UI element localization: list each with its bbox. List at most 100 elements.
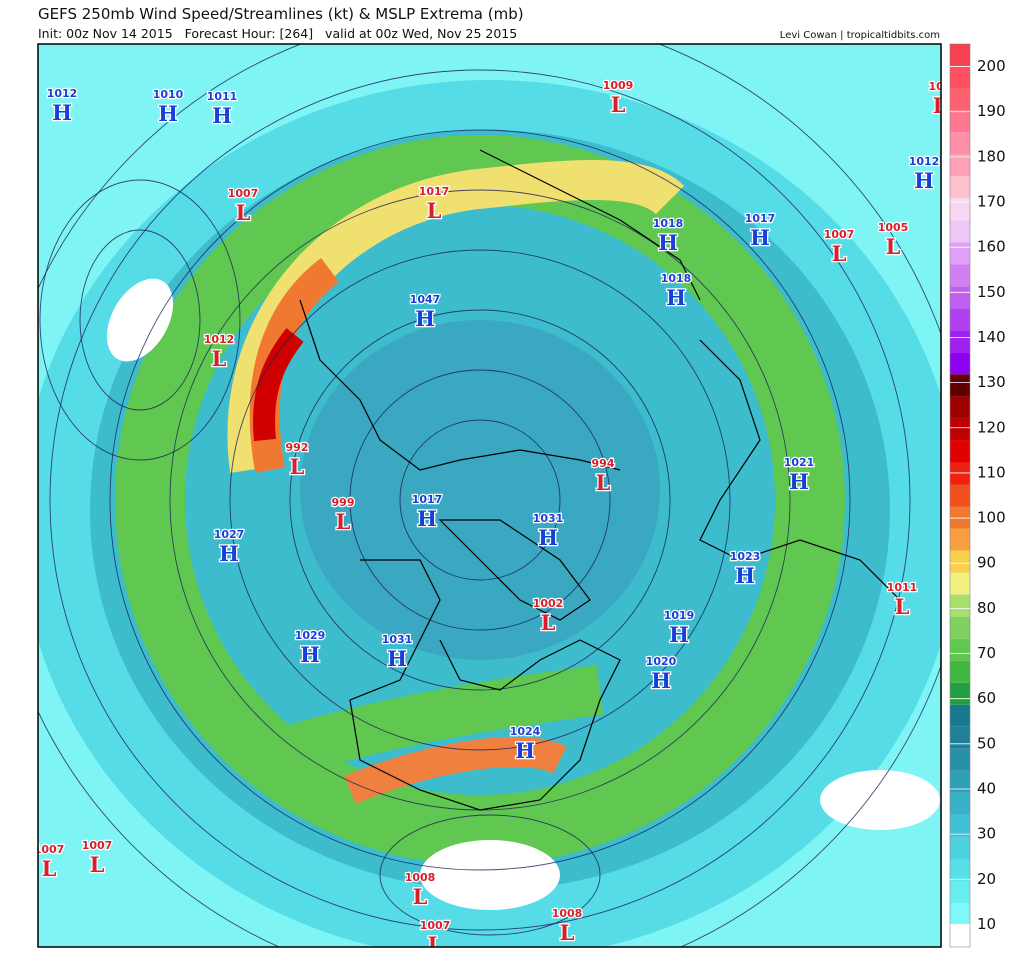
center-value: 1011 (887, 581, 918, 594)
center-letter: H (212, 103, 232, 128)
center-value: 1021 (784, 456, 815, 469)
colorbar-bin (950, 44, 970, 67)
colorbar-label: 200 (977, 57, 1006, 75)
colorbar-bin (950, 638, 970, 661)
center-value: 1017 (745, 212, 776, 225)
center-value: 1010 (153, 88, 184, 101)
center-value: 1008 (405, 871, 436, 884)
map-frame (37, 43, 942, 948)
center-value: 1031 (533, 512, 564, 525)
center-letter: H (158, 101, 178, 126)
colorbar-label: 190 (977, 102, 1006, 120)
center-value: 1017 (419, 185, 450, 198)
colorbar-bin (950, 462, 970, 485)
colorbar-bin (950, 550, 970, 573)
center-letter: L (212, 346, 227, 371)
colorbar-bin (950, 286, 970, 309)
title: GEFS 250mb Wind Speed/Streamlines (kt) &… (38, 5, 524, 23)
colorbar-bin (950, 814, 970, 837)
colorbar-bin (950, 616, 970, 639)
center-letter: L (541, 610, 556, 635)
colorbar-label: 130 (977, 373, 1006, 391)
center-letter: L (895, 594, 910, 619)
center-letter: L (42, 856, 57, 881)
colorbar-bin (950, 264, 970, 287)
center-value: 1008 (552, 907, 583, 920)
center-value: 1007 (34, 843, 65, 856)
coastlines (299, 149, 901, 811)
colorbar-label: 180 (977, 147, 1006, 165)
colorbar-bin (950, 836, 970, 859)
colorbar-bin (950, 792, 970, 815)
colorbar-label: 30 (977, 825, 996, 843)
colorbar-bin (950, 704, 970, 727)
center-letter: H (735, 563, 755, 588)
center-letter: L (336, 509, 351, 534)
center-letter: L (427, 198, 442, 223)
center-letter: H (669, 622, 689, 647)
colorbar-bin (950, 660, 970, 683)
colorbar-label: 100 (977, 509, 1006, 527)
colorbar-label: 120 (977, 418, 1006, 436)
center-letter: H (658, 230, 678, 255)
colorbar-bin (950, 902, 970, 925)
colorbar-label: 70 (977, 644, 996, 662)
colorbar-bin (950, 88, 970, 111)
center-value: 1027 (214, 528, 245, 541)
center-letter: L (832, 241, 847, 266)
center-letter: H (538, 525, 558, 550)
colorbar-label: 110 (977, 463, 1006, 481)
colorbar-bin (950, 220, 970, 243)
colorbar-label: 150 (977, 283, 1006, 301)
colorbar-bin (950, 924, 970, 947)
colorbar-label: 50 (977, 734, 996, 752)
colorbar-bin (950, 682, 970, 705)
colorbar-bin (950, 330, 970, 353)
center-letter: H (515, 738, 535, 763)
center-value: 1029 (295, 629, 326, 642)
center-letter: L (596, 470, 611, 495)
center-letter: L (236, 200, 251, 225)
colorbar-bin (950, 110, 970, 133)
colorbar-label: 170 (977, 193, 1006, 211)
center-value: 1018 (661, 272, 692, 285)
center-value: 994 (592, 457, 615, 470)
center-value: 1011 (207, 90, 238, 103)
center-value: 1002 (533, 597, 564, 610)
center-letter: H (52, 100, 72, 125)
center-letter: H (789, 469, 809, 494)
colorbar-bin (950, 440, 970, 463)
center-value: 1007 (228, 187, 259, 200)
center-letter: H (415, 306, 435, 331)
center-value: 1018 (653, 217, 684, 230)
colorbar-bin (950, 880, 970, 903)
colorbar-label: 80 (977, 599, 996, 617)
center-letter: L (90, 852, 105, 877)
colorbar-bin (950, 528, 970, 551)
center-letter: L (428, 932, 443, 957)
colorbar-bin (950, 770, 970, 793)
center-value: 1005 (878, 221, 909, 234)
colorbar-bin (950, 506, 970, 529)
center-value: 1007 (420, 919, 451, 932)
center-value: 1047 (410, 293, 441, 306)
center-value: 1009 (603, 79, 634, 92)
colorbar-bin (950, 308, 970, 331)
center-value: 1012 (47, 87, 78, 100)
center-value: 100 (929, 80, 952, 93)
center-letter: H (417, 506, 437, 531)
center-letter: H (914, 168, 934, 193)
subtitle: Init: 00z Nov 14 2015 Forecast Hour: [26… (38, 26, 517, 41)
colorbar-bin (950, 176, 970, 199)
colorbar-bin (950, 748, 970, 771)
center-value: 1007 (824, 228, 855, 241)
center-value: 1012 (909, 155, 940, 168)
center-letter: L (886, 234, 901, 259)
center-value: 1023 (730, 550, 761, 563)
colorbar-bin (950, 418, 970, 441)
center-letter: H (387, 646, 407, 671)
center-letter: H (750, 225, 770, 250)
center-letter: H (666, 285, 686, 310)
colorbar-bin (950, 726, 970, 749)
center-value: 1007 (82, 839, 113, 852)
